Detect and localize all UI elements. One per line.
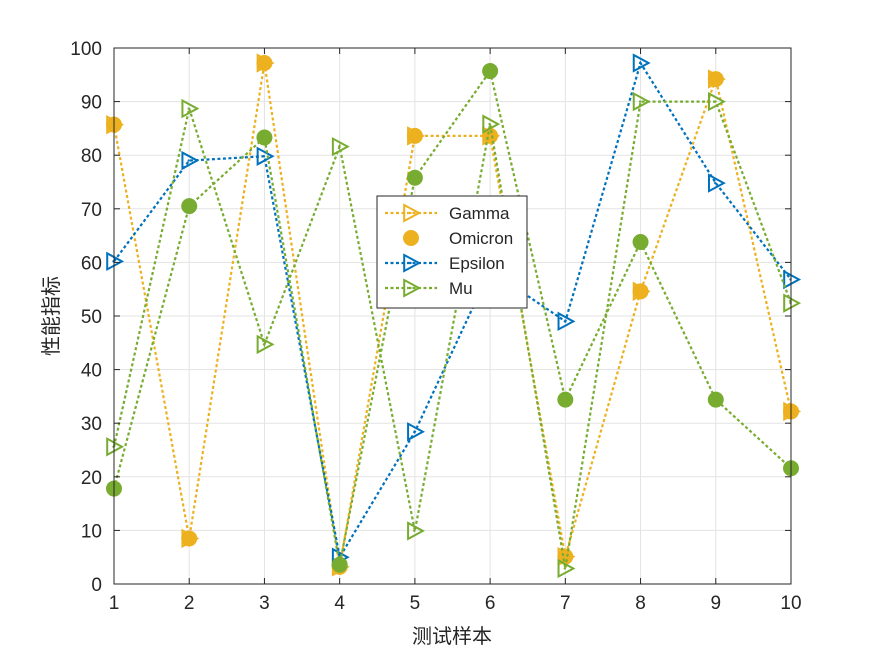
y-axis-label: 性能指标 bbox=[40, 276, 63, 356]
data-point-center bbox=[413, 529, 416, 533]
data-point bbox=[406, 127, 423, 144]
x-axis-label: 测试样本 bbox=[412, 625, 492, 648]
x-tick-label: 5 bbox=[410, 593, 421, 614]
legend-label: Omicron bbox=[449, 229, 513, 248]
series-line bbox=[112, 100, 793, 569]
data-point bbox=[707, 71, 724, 88]
legend-marker bbox=[403, 278, 422, 298]
series-line bbox=[113, 60, 792, 561]
y-tick-label: 20 bbox=[81, 468, 102, 489]
y-tick-label: 40 bbox=[81, 361, 102, 382]
data-point-center bbox=[262, 343, 266, 346]
x-tick-label: 9 bbox=[710, 593, 721, 614]
data-point bbox=[181, 530, 198, 547]
data-point bbox=[632, 91, 651, 112]
data-point-center bbox=[714, 181, 717, 185]
series-mu bbox=[106, 91, 802, 579]
data-point bbox=[632, 234, 649, 251]
data-point bbox=[407, 422, 425, 442]
data-point-center bbox=[413, 430, 416, 433]
data-point bbox=[256, 146, 275, 166]
data-point-center bbox=[488, 122, 491, 126]
y-tick-label: 10 bbox=[81, 521, 102, 542]
y-tick-label: 60 bbox=[81, 253, 102, 274]
series-line bbox=[112, 68, 792, 565]
legend-marker bbox=[403, 203, 422, 223]
y-tick-label: 0 bbox=[91, 575, 102, 596]
legend-marker-center bbox=[409, 211, 412, 215]
y-tick-label: 30 bbox=[81, 414, 102, 435]
data-point-center bbox=[563, 567, 567, 570]
data-point bbox=[557, 558, 576, 579]
legend-label: Gamma bbox=[449, 204, 510, 223]
data-point bbox=[707, 91, 726, 112]
x-tick-label: 10 bbox=[780, 593, 801, 614]
legend-marker-center bbox=[409, 261, 412, 265]
legend-marker-center bbox=[409, 286, 412, 290]
data-point bbox=[106, 251, 125, 272]
data-point bbox=[181, 150, 200, 171]
y-tick-label: 90 bbox=[81, 93, 102, 114]
data-point-center bbox=[337, 145, 341, 148]
legend-marker bbox=[403, 253, 422, 273]
data-point bbox=[256, 334, 275, 355]
y-tick-label: 70 bbox=[81, 200, 102, 221]
data-point bbox=[783, 269, 802, 290]
data-point bbox=[557, 391, 574, 408]
data-point bbox=[406, 169, 423, 186]
data-point bbox=[707, 173, 726, 193]
y-tick-label: 80 bbox=[81, 146, 102, 167]
data-point bbox=[783, 293, 802, 313]
data-point-center bbox=[262, 155, 266, 158]
data-point bbox=[632, 53, 651, 73]
x-tick-label: 7 bbox=[560, 593, 571, 614]
data-point bbox=[632, 283, 649, 300]
legend-item: Mu bbox=[385, 278, 473, 298]
legend: Gamma Omicron Epsilon Mu bbox=[376, 195, 528, 309]
legend-label: Epsilon bbox=[449, 254, 505, 273]
data-point-center bbox=[563, 320, 567, 323]
x-tick-label: 3 bbox=[259, 593, 270, 614]
data-point-center bbox=[638, 61, 642, 65]
legend-item: Gamma bbox=[385, 203, 510, 223]
legend-marker bbox=[403, 230, 419, 246]
data-point bbox=[557, 311, 576, 332]
x-tick-label: 2 bbox=[184, 593, 195, 614]
series-group bbox=[106, 53, 802, 579]
data-point bbox=[482, 63, 499, 80]
data-point bbox=[482, 114, 501, 134]
legend-label: Mu bbox=[449, 279, 473, 298]
legend-box bbox=[376, 195, 528, 309]
legend-item: Omicron bbox=[403, 229, 513, 248]
data-point bbox=[106, 437, 125, 457]
data-point-center bbox=[714, 100, 717, 103]
x-tick-label: 4 bbox=[334, 593, 345, 614]
x-tick-label: 8 bbox=[635, 593, 646, 614]
data-point-center bbox=[638, 100, 642, 103]
data-point bbox=[707, 391, 724, 408]
data-point bbox=[256, 129, 273, 146]
x-tick-label: 6 bbox=[485, 593, 496, 614]
data-point bbox=[331, 136, 350, 157]
y-tick-label: 50 bbox=[81, 307, 102, 328]
x-tick-label: 1 bbox=[109, 593, 120, 614]
data-point-center bbox=[187, 107, 190, 110]
data-point bbox=[256, 55, 273, 72]
data-point bbox=[181, 198, 198, 215]
y-tick-label: 100 bbox=[70, 39, 102, 60]
legend-item: Epsilon bbox=[385, 253, 505, 273]
data-point bbox=[181, 98, 200, 119]
data-point bbox=[407, 521, 425, 541]
data-point-center bbox=[187, 159, 190, 162]
series-line bbox=[112, 62, 793, 568]
data-point bbox=[331, 556, 348, 573]
